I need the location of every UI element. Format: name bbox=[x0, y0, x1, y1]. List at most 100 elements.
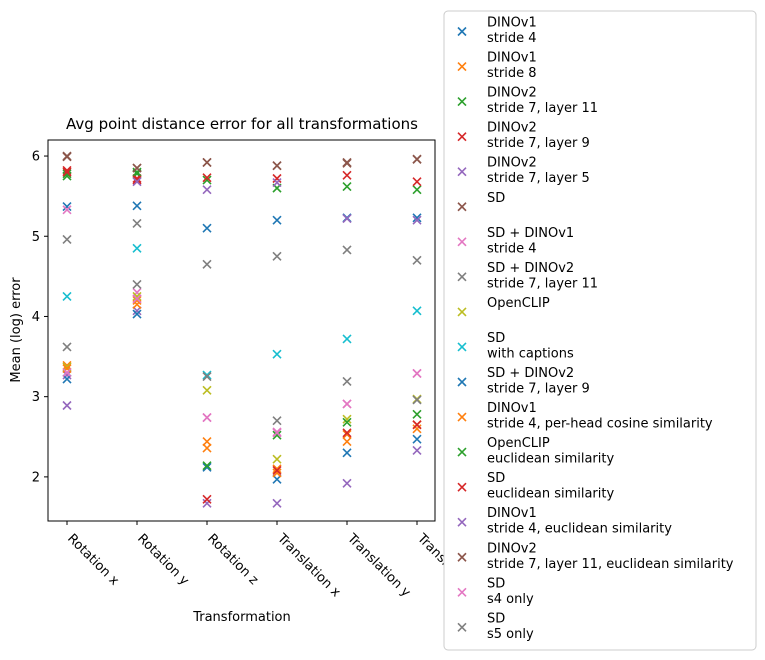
data-point bbox=[342, 376, 352, 386]
x-tick-label: Rotation x bbox=[64, 531, 122, 589]
data-point bbox=[202, 412, 212, 423]
data-point bbox=[412, 215, 422, 225]
y-tick-label: 3 bbox=[32, 390, 40, 405]
data-point bbox=[62, 368, 72, 378]
data-point bbox=[272, 430, 282, 440]
data-point bbox=[132, 163, 142, 173]
data-point bbox=[412, 409, 422, 419]
data-point bbox=[272, 468, 282, 478]
y-tick-label: 5 bbox=[32, 230, 40, 245]
data-point bbox=[342, 478, 352, 488]
y-tick-label: 4 bbox=[32, 310, 40, 325]
data-point bbox=[412, 395, 422, 405]
legend-marker bbox=[457, 26, 467, 37]
data-point bbox=[202, 173, 212, 183]
legend-label: stride 8 bbox=[487, 66, 536, 81]
legend-label: stride 4, euclidean similarity bbox=[487, 522, 672, 537]
plot-frame bbox=[47, 139, 436, 522]
data-point bbox=[132, 175, 142, 185]
data-point bbox=[272, 177, 282, 188]
legend-marker bbox=[457, 132, 467, 142]
data-point bbox=[62, 167, 72, 177]
data-point bbox=[202, 462, 212, 472]
data-point bbox=[412, 255, 422, 265]
data-point bbox=[412, 445, 422, 455]
legend-marker bbox=[457, 482, 467, 492]
data-point bbox=[202, 372, 212, 382]
data-point bbox=[272, 349, 282, 359]
data-point bbox=[342, 417, 352, 427]
data-point bbox=[62, 364, 72, 374]
data-point bbox=[202, 259, 212, 269]
legend-label: euclidean similarity bbox=[487, 452, 614, 467]
data-point bbox=[62, 360, 72, 370]
data-point bbox=[202, 370, 212, 380]
y-tick-label: 6 bbox=[32, 150, 40, 165]
legend-label: DINOv2 bbox=[487, 156, 537, 171]
legend-label: with captions bbox=[487, 346, 574, 361]
data-point bbox=[412, 420, 422, 430]
legend-label: DINOv1 bbox=[487, 506, 537, 521]
legend-entry: SD bbox=[457, 191, 505, 212]
data-point bbox=[412, 177, 422, 187]
data-point bbox=[132, 167, 142, 177]
data-point bbox=[272, 465, 282, 476]
legend-marker bbox=[457, 61, 467, 72]
data-point bbox=[202, 385, 212, 395]
y-axis-label: Mean (log) error bbox=[9, 277, 24, 383]
legend-label: DINOv2 bbox=[487, 86, 537, 101]
data-point bbox=[62, 171, 72, 181]
legend-marker bbox=[457, 237, 467, 247]
legend-marker bbox=[457, 587, 467, 597]
legend-label: stride 7, layer 9 bbox=[487, 136, 590, 151]
data-point bbox=[342, 157, 352, 168]
legend-label: stride 7, layer 11 bbox=[487, 276, 598, 291]
data-point bbox=[272, 498, 282, 508]
legend-label: stride 4, per-head cosine similarity bbox=[487, 417, 713, 432]
data-point bbox=[272, 251, 282, 261]
legend-label: DINOv2 bbox=[487, 541, 537, 556]
legend-marker bbox=[457, 97, 467, 107]
legend-label: DINOv2 bbox=[487, 121, 537, 136]
legend-label: SD bbox=[487, 191, 505, 206]
data-point bbox=[342, 429, 352, 439]
data-point bbox=[132, 309, 142, 319]
data-point bbox=[342, 437, 352, 447]
data-point bbox=[202, 443, 212, 453]
data-point bbox=[62, 202, 72, 212]
legend-box bbox=[443, 10, 757, 651]
legend-label: SD + DINOv2 bbox=[487, 366, 574, 381]
legend-label: stride 7, layer 11, euclidean similarity bbox=[487, 557, 734, 572]
legend-label: euclidean similarity bbox=[487, 487, 614, 502]
legend-label: DINOv1 bbox=[487, 401, 537, 416]
legend-marker bbox=[457, 342, 467, 352]
x-axis-label: Transformation bbox=[192, 610, 291, 625]
data-point bbox=[132, 291, 142, 301]
data-point bbox=[202, 175, 212, 185]
data-point bbox=[272, 428, 282, 438]
legend-label: SD bbox=[487, 576, 505, 591]
legend-marker bbox=[457, 447, 467, 457]
data-point bbox=[202, 223, 212, 233]
data-point bbox=[132, 218, 142, 228]
data-point bbox=[412, 185, 422, 195]
data-point bbox=[412, 424, 422, 434]
legend-label: stride 4 bbox=[487, 241, 536, 256]
legend-label: SD + DINOv1 bbox=[487, 226, 574, 241]
data-point bbox=[62, 342, 72, 352]
data-point bbox=[412, 213, 422, 223]
data-point bbox=[132, 243, 142, 253]
data-point bbox=[342, 334, 352, 344]
legend-entry: OpenCLIP bbox=[457, 296, 550, 317]
